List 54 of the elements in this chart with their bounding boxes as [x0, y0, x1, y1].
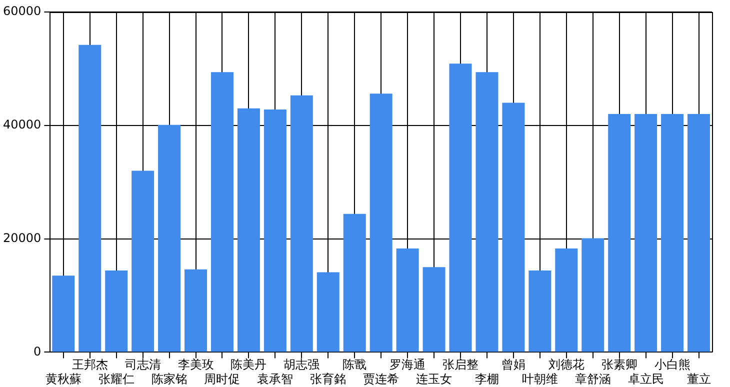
- x-tick-label: 卓立民: [628, 372, 664, 386]
- x-tick-label: 张启整: [442, 358, 479, 372]
- bar: [528, 270, 552, 352]
- x-tick-label: 曾娟: [501, 358, 526, 372]
- x-tick-label: 小白熊: [654, 358, 690, 372]
- x-tick-label: 司志清: [124, 358, 161, 372]
- bar: [370, 94, 392, 352]
- x-tick-label: 张耀仁: [98, 372, 134, 386]
- x-tick-label: 贾连希: [363, 372, 400, 386]
- x-tick-label: 连玉女: [416, 372, 452, 386]
- bar: [316, 272, 340, 352]
- x-tick-label: 陈美丹: [230, 358, 267, 372]
- x-tick-label: 李美玫: [178, 358, 214, 372]
- x-tick-label: 周时促: [204, 372, 240, 386]
- x-tick-label: 胡志强: [284, 358, 320, 372]
- bar: [582, 238, 604, 352]
- bar: [688, 114, 710, 352]
- y-tick-label: 60000: [2, 4, 42, 18]
- bar: [422, 267, 446, 352]
- bar: [78, 44, 102, 352]
- x-tick-label: 刘德花: [548, 358, 584, 372]
- bar: [52, 276, 75, 352]
- bar: [105, 270, 128, 352]
- bar: [634, 114, 658, 352]
- x-tick-label: 陈家铭: [151, 372, 188, 386]
- x-tick-label: 章舒涵: [574, 372, 611, 386]
- bar: [555, 248, 578, 352]
- bar: [290, 95, 313, 352]
- x-tick-label: 张素卿: [601, 358, 638, 372]
- x-tick-label: 叶朝维: [522, 372, 558, 386]
- bar: [132, 170, 154, 352]
- bar: [449, 64, 472, 352]
- bar: [211, 72, 234, 352]
- bar: [608, 114, 631, 352]
- y-tick-label: 20000: [2, 230, 42, 245]
- bar: [264, 110, 286, 352]
- bar: [396, 248, 419, 352]
- bar: [502, 102, 525, 352]
- x-tick-label: 陈戬: [342, 358, 367, 372]
- x-tick-label: 王邦杰: [72, 358, 108, 372]
- bar: [476, 72, 498, 352]
- x-tick-label: 黄秋蘇: [45, 372, 82, 386]
- bar: [661, 114, 684, 352]
- bar: [237, 108, 260, 352]
- x-tick-label: 张育銘: [310, 372, 346, 386]
- bar: [158, 124, 181, 352]
- y-tick-label: 40000: [2, 118, 42, 132]
- x-tick-label: 李棚: [474, 372, 499, 386]
- bar: [343, 214, 366, 352]
- x-tick-label: 罗海通: [390, 358, 426, 372]
- x-tick-label: 袁承智: [257, 372, 294, 386]
- x-tick-label: 董立: [686, 372, 711, 386]
- y-tick-label: 0: [34, 344, 42, 358]
- bar: [184, 269, 208, 352]
